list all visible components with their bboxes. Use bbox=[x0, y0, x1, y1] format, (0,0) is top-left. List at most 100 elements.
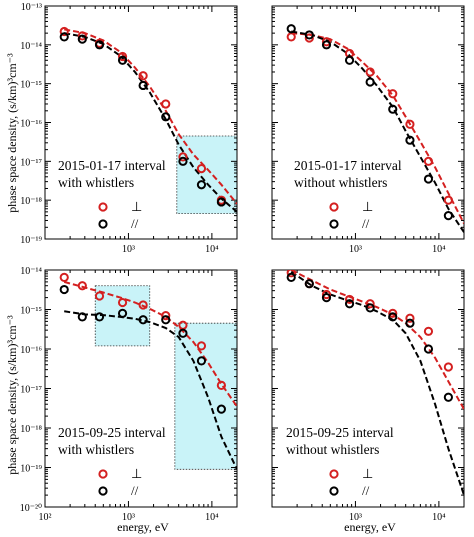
par-point bbox=[59, 284, 69, 295]
perp-point bbox=[405, 313, 415, 323]
y-tick-label: 10⁻¹⁷ bbox=[20, 157, 42, 168]
x-tick-label: 10⁴ bbox=[205, 244, 219, 255]
par-point bbox=[405, 318, 415, 328]
perp-point bbox=[423, 326, 434, 336]
y-tick-label: 10⁻¹³ bbox=[21, 2, 42, 13]
perp-point bbox=[365, 299, 375, 309]
legend-label-par: // bbox=[131, 216, 139, 231]
par-point bbox=[77, 312, 87, 322]
x-tick-label: 10³ bbox=[122, 244, 135, 255]
perp-point bbox=[161, 99, 171, 109]
par-point bbox=[196, 356, 207, 366]
legend-label-par: // bbox=[362, 216, 370, 231]
par-fit-line bbox=[64, 310, 237, 470]
perp-point bbox=[443, 362, 453, 372]
perp-point bbox=[178, 152, 188, 162]
perp-point bbox=[117, 297, 128, 308]
par-point bbox=[344, 55, 355, 65]
y-tick-label: 10⁻¹⁸ bbox=[20, 196, 42, 207]
chart-panel-2: 10³ 10⁴ 2015-01-17 interval without whistle… bbox=[271, 5, 465, 255]
legend-label-perp: ⊥ bbox=[362, 199, 373, 214]
par-point bbox=[304, 30, 314, 40]
legend-marker-par bbox=[329, 219, 339, 229]
par-fit-line bbox=[291, 30, 464, 233]
y-tick-label: 10⁻¹⁶ bbox=[20, 119, 42, 130]
legend-label-perp: ⊥ bbox=[362, 466, 373, 481]
perp-point bbox=[443, 195, 453, 205]
legend-label-perp: ⊥ bbox=[131, 199, 142, 214]
par-point bbox=[216, 404, 226, 414]
legend-marker-par bbox=[98, 219, 108, 229]
legend-marker-perp bbox=[329, 202, 339, 212]
par-point bbox=[443, 392, 453, 402]
perp-point bbox=[196, 341, 207, 351]
par-point bbox=[286, 24, 296, 34]
panel-annotation: without whistlers bbox=[286, 442, 379, 457]
par-point bbox=[423, 174, 434, 184]
par-point bbox=[216, 197, 226, 207]
perp-point bbox=[405, 119, 415, 129]
perp-point bbox=[388, 308, 398, 318]
x-tick-label: 10⁴ bbox=[432, 244, 446, 255]
perp-point bbox=[77, 281, 87, 291]
legend-label-par: // bbox=[362, 483, 370, 498]
chart-panel-4: 10³ 10⁴ 2015-09-25 interval without whistle… bbox=[271, 269, 465, 523]
perp-point bbox=[365, 67, 375, 77]
legend-label-perp: ⊥ bbox=[131, 466, 142, 481]
par-point bbox=[117, 308, 128, 318]
plot-area bbox=[59, 272, 237, 470]
par-point bbox=[77, 34, 87, 44]
legend-marker-par bbox=[329, 486, 339, 496]
legend-marker-par bbox=[98, 486, 108, 496]
y-axis-label-top: phase space density, (s/km)³cm⁻³ bbox=[5, 53, 19, 213]
x-axis-label-left: energy, eV bbox=[117, 520, 169, 534]
x-tick-label: 10⁴ bbox=[205, 512, 219, 523]
perp-point bbox=[94, 291, 105, 301]
par-point bbox=[388, 104, 398, 114]
par-point bbox=[196, 180, 207, 190]
par-point bbox=[178, 156, 188, 166]
chart-panel-3: 10² 10³ 10⁴ 10⁻¹⁴ 10⁻¹⁵ 10⁻¹⁶ 10⁻¹⁷ 10⁻¹⁸ 10⁻¹⁹ 1… bbox=[20, 266, 238, 523]
par-point bbox=[161, 112, 171, 122]
panel-annotation: 2015-09-25 interval bbox=[58, 425, 166, 440]
par-point bbox=[94, 312, 105, 322]
panel-annotation: 2015-01-17 interval bbox=[58, 158, 166, 173]
par-point bbox=[443, 211, 453, 221]
perp-point bbox=[196, 163, 207, 174]
panel-annotation: 2015-09-25 interval bbox=[286, 425, 394, 440]
par-point bbox=[344, 299, 355, 309]
par-point bbox=[365, 77, 375, 87]
par-point bbox=[388, 312, 398, 322]
y-tick-label: 10⁻¹⁷ bbox=[20, 385, 42, 396]
perp-fit-line bbox=[290, 270, 464, 410]
y-tick-label: 10⁻¹⁵ bbox=[20, 80, 42, 91]
y-tick-label: 10⁻¹⁸ bbox=[20, 424, 42, 435]
perp-point bbox=[138, 71, 148, 81]
par-point bbox=[423, 344, 434, 354]
y-tick-label: 10⁻¹⁹ bbox=[20, 464, 42, 475]
perp-point bbox=[321, 289, 332, 300]
perp-point bbox=[59, 272, 69, 282]
perp-point bbox=[117, 51, 128, 62]
perp-point bbox=[388, 89, 398, 99]
panel-annotation: 2015-01-17 interval bbox=[294, 158, 402, 173]
x-tick-label: 10³ bbox=[349, 244, 362, 255]
par-point bbox=[161, 315, 171, 325]
y-tick-label: 10⁻¹⁶ bbox=[20, 345, 42, 356]
par-point bbox=[138, 80, 148, 91]
perp-point bbox=[304, 33, 314, 43]
par-point bbox=[321, 293, 332, 303]
par-fit-line bbox=[290, 270, 464, 496]
perp-point bbox=[344, 294, 355, 305]
x-tick-label: 10³ bbox=[122, 512, 135, 523]
x-tick-label: 10² bbox=[39, 512, 52, 523]
par-point bbox=[405, 135, 415, 145]
perp-point bbox=[321, 37, 332, 47]
par-point bbox=[304, 279, 314, 289]
legend-label-par: // bbox=[131, 483, 139, 498]
par-point bbox=[286, 272, 296, 282]
par-fit-line bbox=[64, 32, 237, 213]
y-tick-label: 10⁻¹⁵ bbox=[20, 306, 42, 317]
y-tick-label: 10⁻²⁰ bbox=[20, 503, 42, 514]
